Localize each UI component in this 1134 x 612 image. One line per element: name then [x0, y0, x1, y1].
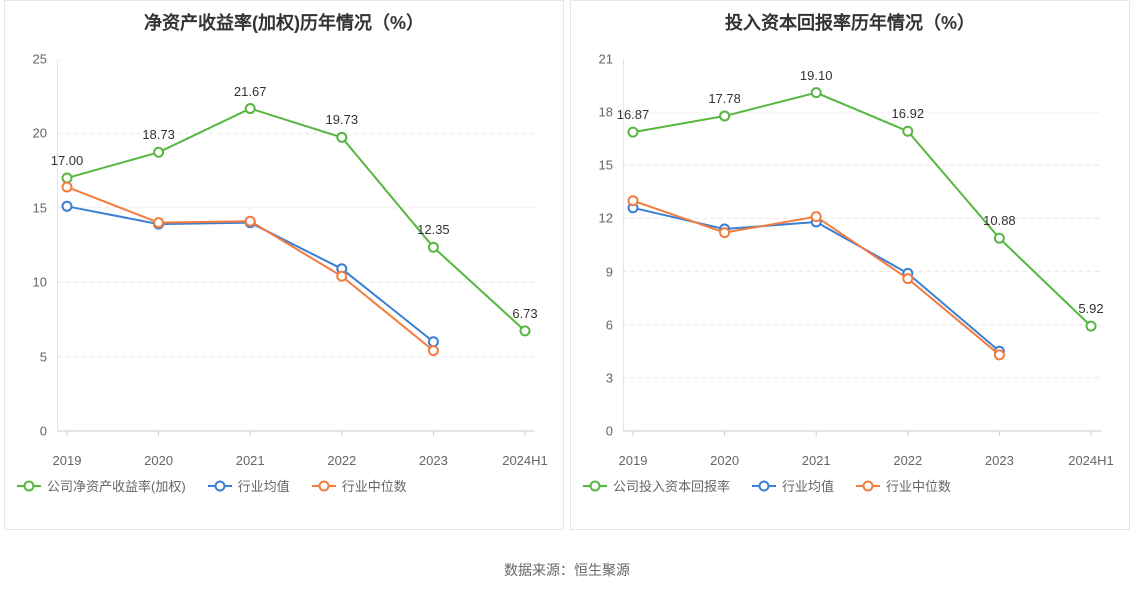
roic_chart-ytick: 6 [583, 317, 613, 332]
roe_chart-xtick: 2024H1 [502, 453, 548, 468]
roic_chart-ytick: 9 [583, 264, 613, 279]
roe_chart-xtick: 2021 [236, 453, 265, 468]
roe_chart-ytick: 25 [17, 52, 47, 67]
roic_chart-legend-item[interactable]: 公司投入资本回报率 [583, 476, 730, 495]
roe_chart-ytick: 15 [17, 200, 47, 215]
roe_chart-xtick: 2020 [144, 453, 173, 468]
roe_chart-xtick: 2022 [327, 453, 356, 468]
roic_chart-point-label: 16.92 [892, 106, 925, 121]
roic_chart-xtick: 2020 [710, 453, 739, 468]
roic_chart-xtick: 2024H1 [1068, 453, 1114, 468]
roe_chart-point-label: 12.35 [417, 222, 450, 237]
charts-row: 净资产收益率(加权)历年情况（%）05101520252019202020212… [0, 0, 1134, 540]
legend-swatch [312, 479, 336, 493]
roic_chart-ytick: 3 [583, 370, 613, 385]
roic_chart-xtick: 2019 [619, 453, 648, 468]
roic_chart-point-label: 10.88 [983, 213, 1016, 228]
legend-swatch [17, 479, 41, 493]
roic_chart-ytick: 15 [583, 158, 613, 173]
roic_chart-legend-item[interactable]: 行业均值 [752, 476, 834, 495]
roe_chart-ytick: 10 [17, 275, 47, 290]
legend-label: 行业中位数 [342, 476, 407, 495]
roe_chart-point-label: 19.73 [326, 112, 359, 127]
legend-swatch [583, 479, 607, 493]
roic_chart-legend: 公司投入资本回报率 行业均值 行业中位数 [583, 476, 1123, 495]
roe_chart-xtick: 2023 [419, 453, 448, 468]
roe_chart-ytick: 20 [17, 126, 47, 141]
roe_chart-legend-item[interactable]: 行业均值 [208, 476, 290, 495]
roic_chart-svg [623, 59, 1101, 439]
roic_chart-title: 投入资本回报率历年情况（%） [571, 9, 1129, 37]
legend-label: 行业均值 [782, 476, 834, 495]
roe_chart-ytick: 5 [17, 349, 47, 364]
roic_chart-ytick: 12 [583, 211, 613, 226]
roic_chart-panel: 投入资本回报率历年情况（%）03691215182120192020202120… [570, 0, 1130, 530]
roe_chart-point-label: 6.73 [512, 306, 537, 321]
legend-label: 公司净资产收益率(加权) [47, 476, 186, 495]
roic_chart-plot: 036912151821201920202021202220232024H116… [623, 59, 1101, 431]
legend-label: 行业中位数 [886, 476, 951, 495]
roe_chart-svg [57, 59, 535, 439]
legend-label: 公司投入资本回报率 [613, 476, 730, 495]
roe_chart-point-label: 17.00 [51, 153, 84, 168]
roic_chart-xtick: 2022 [893, 453, 922, 468]
roe_chart-legend-item[interactable]: 公司净资产收益率(加权) [17, 476, 186, 495]
roe_chart-panel: 净资产收益率(加权)历年情况（%）05101520252019202020212… [4, 0, 564, 530]
roe_chart-title: 净资产收益率(加权)历年情况（%） [5, 9, 563, 37]
legend-swatch [752, 479, 776, 493]
roic_chart-legend-item[interactable]: 行业中位数 [856, 476, 951, 495]
legend-label: 行业均值 [238, 476, 290, 495]
roic_chart-point-label: 5.92 [1078, 301, 1103, 316]
roe_chart-legend: 公司净资产收益率(加权) 行业均值 行业中位数 [17, 476, 557, 495]
roe_chart-legend-item[interactable]: 行业中位数 [312, 476, 407, 495]
roic_chart-point-label: 17.78 [708, 91, 741, 106]
roic_chart-ytick: 21 [583, 52, 613, 67]
roic_chart-point-label: 19.10 [800, 68, 833, 83]
roic_chart-xtick: 2023 [985, 453, 1014, 468]
page-root: 净资产收益率(加权)历年情况（%）05101520252019202020212… [0, 0, 1134, 612]
roe_chart-ytick: 0 [17, 424, 47, 439]
roic_chart-ytick: 18 [583, 105, 613, 120]
legend-swatch [208, 479, 232, 493]
roic_chart-xtick: 2021 [802, 453, 831, 468]
roic_chart-ytick: 0 [583, 424, 613, 439]
roic_chart-point-label: 16.87 [617, 107, 650, 122]
roe_chart-xtick: 2019 [53, 453, 82, 468]
roe_chart-plot: 0510152025201920202021202220232024H117.0… [57, 59, 535, 431]
roe_chart-point-label: 21.67 [234, 84, 267, 99]
data-source-label: 数据来源：恒生聚源 [0, 560, 1134, 580]
roe_chart-point-label: 18.73 [142, 127, 175, 142]
legend-swatch [856, 479, 880, 493]
